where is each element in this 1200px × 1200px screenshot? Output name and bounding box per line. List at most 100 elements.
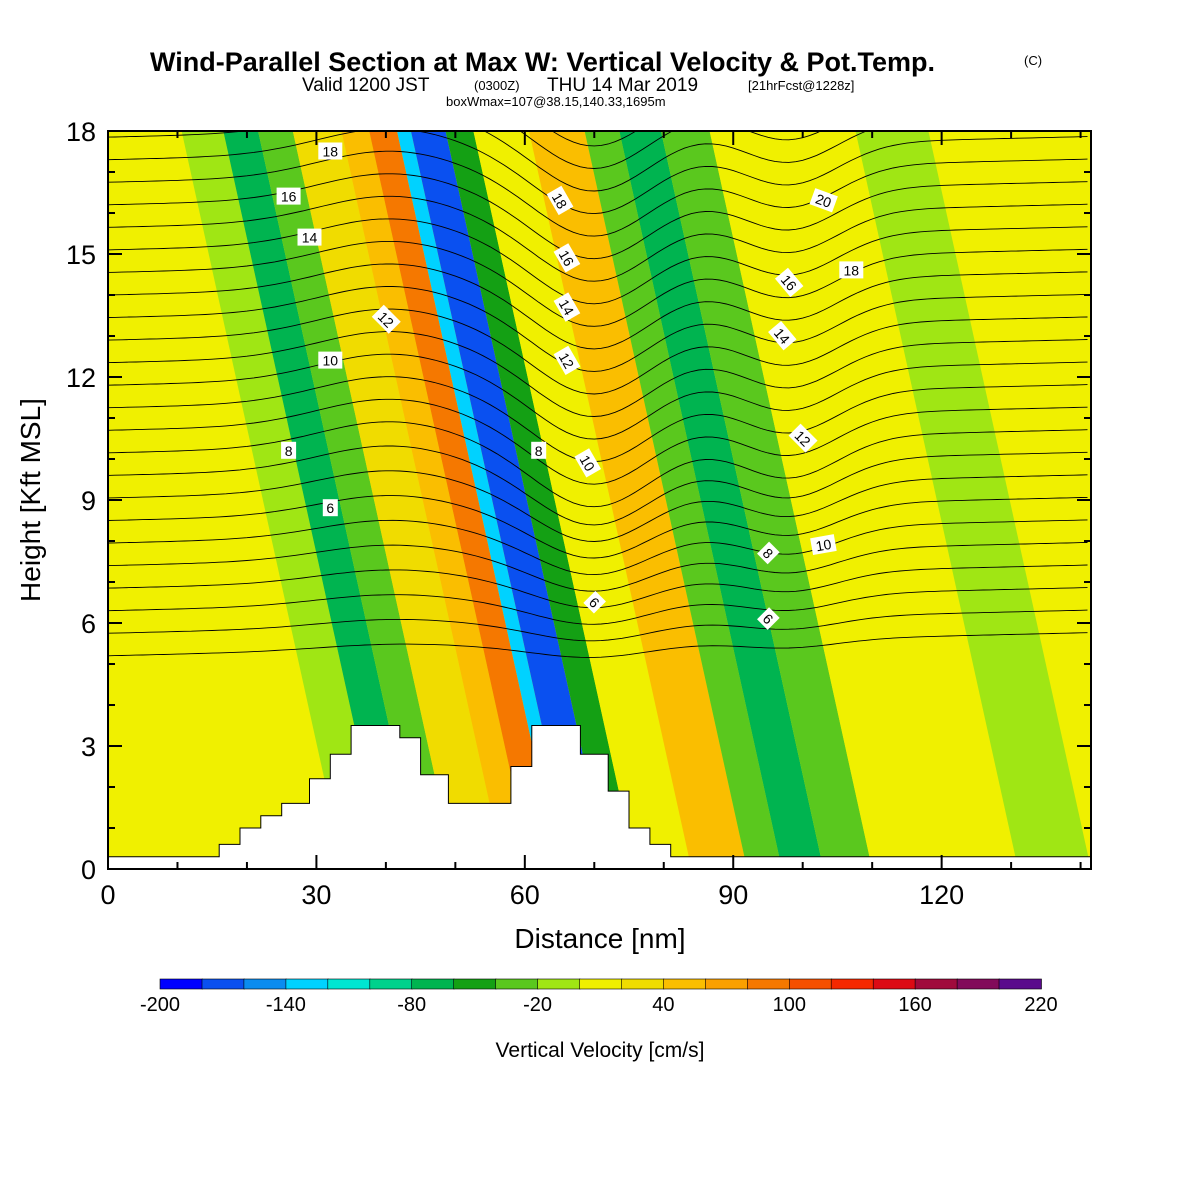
x-axis-label: Distance [nm] <box>514 923 685 954</box>
theta-contour <box>108 470 1088 542</box>
contour-label-bg <box>553 292 581 322</box>
plot-area: 18 16 14 12 10 8 6 18 16 14 12 8 10 6 20 18 16 14 12 8 10 6 <box>108 131 1091 869</box>
contour-label: 12 <box>553 345 581 375</box>
y-axis-label: Height [Kft MSL] <box>15 398 46 602</box>
contour-label-text: 14 <box>302 230 318 246</box>
colorbar-label: Vertical Velocity [cm/s] <box>496 1039 705 1062</box>
colorbar-swatch <box>998 978 1042 990</box>
colorbar-tick-label: -80 <box>397 994 426 1016</box>
contour-label-bg <box>809 188 838 213</box>
theta-contour <box>108 519 1088 576</box>
theta-contour <box>108 376 1088 463</box>
velocity-band <box>584 131 782 869</box>
contour-label: 16 <box>276 187 301 205</box>
contour-label: 14 <box>297 228 322 246</box>
box-wmax-info: boxWmax=107@38.15,140.33,1695m <box>446 94 666 109</box>
theta-contour <box>108 263 1088 350</box>
contour-label-text: 10 <box>576 452 598 474</box>
contour-label: 18 <box>546 185 574 216</box>
valid-time-utc: (0300Z) <box>474 78 520 93</box>
colorbar-swatch <box>705 978 749 990</box>
colorbar-swatch <box>411 978 455 990</box>
theta-contour <box>108 587 1088 625</box>
colorbar <box>159 978 1042 990</box>
contour-label-bg <box>788 423 818 453</box>
colorbar-swatch <box>663 978 707 990</box>
contour-label-bg <box>553 243 581 273</box>
velocity-band <box>397 131 574 869</box>
contour-label: 18 <box>839 261 864 279</box>
y-tick-label: 0 <box>81 855 96 885</box>
contour-label: 10 <box>574 448 602 478</box>
velocity-band <box>292 131 504 869</box>
contour-label-bg <box>322 499 338 517</box>
contour-label: 12 <box>371 304 401 334</box>
y-tick-label: 9 <box>81 486 96 516</box>
contour-label: 8 <box>531 441 547 459</box>
colorbar-swatch <box>327 978 371 990</box>
contour-label-text: 20 <box>813 191 833 211</box>
contour-label: 20 <box>809 188 838 213</box>
potential-temperature-contours <box>108 131 1088 658</box>
velocity-band <box>369 131 560 869</box>
theta-contour <box>519 131 822 169</box>
colorbar-swatch <box>495 978 539 990</box>
copyright-mark: (C) <box>1024 53 1042 68</box>
contour-label-text: 16 <box>556 247 578 269</box>
y-tick-label: 6 <box>81 609 96 639</box>
forecast-info: [21hrFcst@1228z] <box>748 78 854 93</box>
velocity-band <box>619 131 824 869</box>
theta-contour <box>108 308 1088 395</box>
colorbar-swatch <box>537 978 581 990</box>
contour-label-text: 14 <box>556 297 578 319</box>
velocity-band <box>661 131 873 869</box>
colorbar-swatch <box>159 978 203 990</box>
contour-label: 8 <box>281 441 297 459</box>
velocity-band <box>258 131 456 869</box>
x-tick-label: 120 <box>919 880 964 910</box>
colorbar-swatch <box>830 978 875 990</box>
contour-label: 6 <box>583 590 606 614</box>
colorbar-tick-label: 40 <box>652 994 674 1016</box>
contour-label: 6 <box>322 499 338 517</box>
colorbar-swatch <box>285 978 329 990</box>
contour-label-bg <box>768 321 797 351</box>
colorbar-tick-label: -140 <box>266 994 306 1016</box>
contour-label: 16 <box>553 243 581 273</box>
velocity-band <box>181 131 386 869</box>
velocity-band <box>529 131 748 869</box>
contour-label-text: 18 <box>844 262 860 278</box>
theta-contour <box>108 150 1088 237</box>
colorbar-tick-label: -20 <box>523 994 552 1016</box>
colorbar-tick-label: 160 <box>898 994 931 1016</box>
contour-label-bg <box>276 187 301 205</box>
contour-label-text: 18 <box>323 144 339 160</box>
velocity-band <box>806 131 1019 869</box>
x-axis-ticks: 0 30 60 90 120 <box>100 131 1082 910</box>
chart-title: Wind-Parallel Section at Max W: Vertical… <box>150 47 935 77</box>
colorbar-swatch <box>746 978 791 990</box>
velocity-band <box>108 131 303 869</box>
colorbar-tick-label: 220 <box>1024 994 1057 1016</box>
theta-contour <box>108 353 1088 440</box>
theta-contour <box>108 398 1088 485</box>
x-tick-label: 90 <box>718 880 748 910</box>
velocity-band <box>473 131 692 869</box>
colorbar-swatch <box>956 978 1000 990</box>
x-tick-label: 60 <box>510 880 540 910</box>
contour-label-bg <box>757 607 780 630</box>
contour-label-text: 6 <box>326 500 334 516</box>
velocity-band <box>410 131 609 869</box>
colorbar-tick-label: -200 <box>140 994 180 1016</box>
contour-label: 6 <box>757 607 780 630</box>
colorbar-tick-label: 100 <box>773 994 806 1016</box>
colorbar-swatch <box>914 978 958 990</box>
theta-contour <box>108 195 1088 282</box>
terrain <box>108 725 1091 869</box>
theta-contour <box>108 632 1088 658</box>
contour-label-bg <box>757 541 780 565</box>
theta-contour <box>551 131 637 147</box>
contour-label-bg <box>774 267 804 298</box>
valid-time-prefix: Valid 1200 JST <box>302 75 430 96</box>
theta-contour <box>108 495 1088 559</box>
